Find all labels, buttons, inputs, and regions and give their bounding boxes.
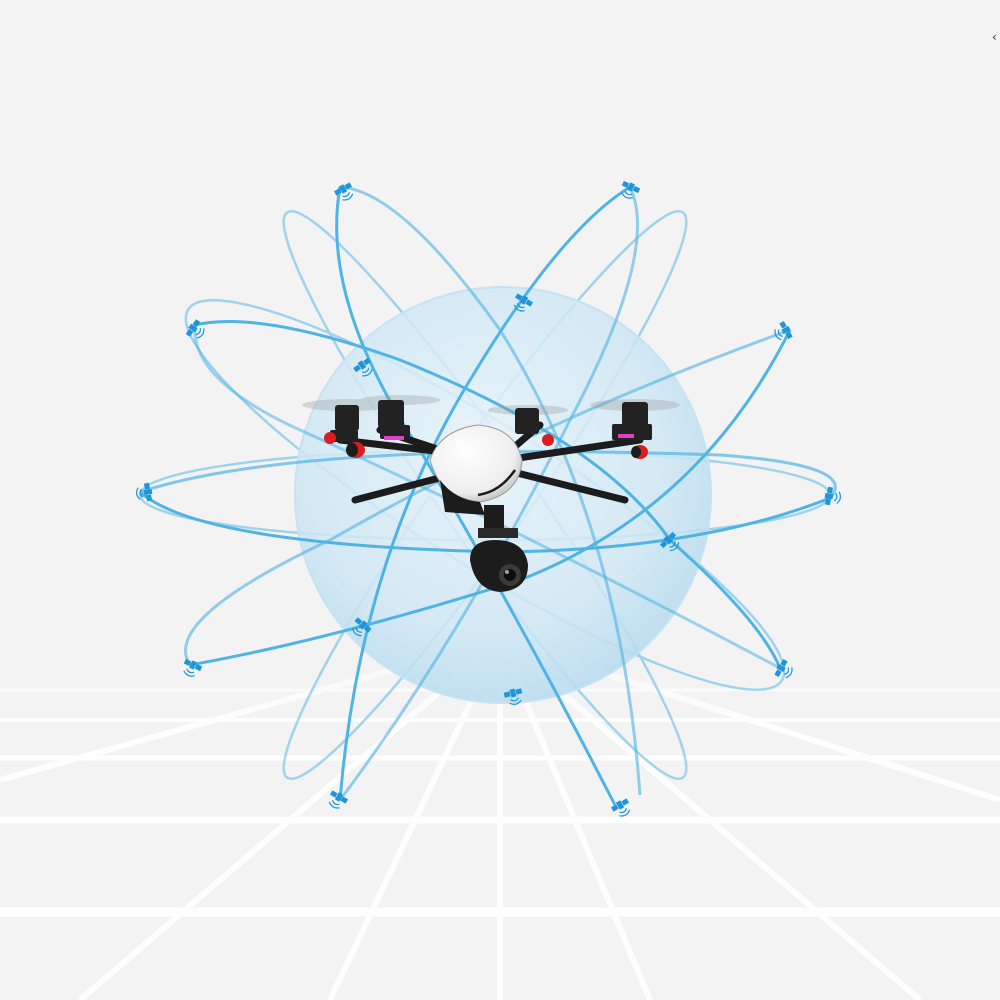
coverage-sphere: [294, 286, 712, 704]
satellite-icon: [134, 481, 155, 504]
hexacopter-drone: [302, 395, 680, 592]
corner-artifact: ‹: [992, 30, 997, 44]
satellite-icon: [617, 178, 642, 202]
